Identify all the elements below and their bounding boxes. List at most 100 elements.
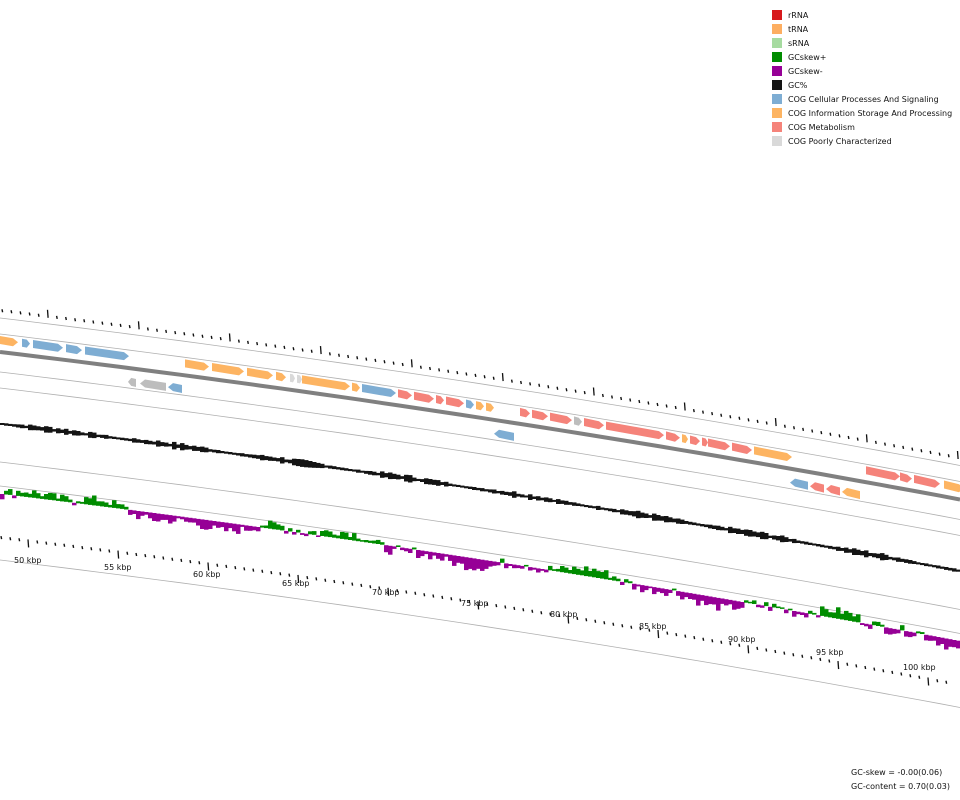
- gc-content-bar: [896, 557, 901, 562]
- gc-skew-negative-bar: [160, 514, 165, 520]
- gc-content-bar: [784, 537, 789, 542]
- gc-skew-positive-bar: [872, 621, 877, 626]
- gc-skew-positive-bar: [40, 496, 45, 499]
- gc-skew-positive-bar: [628, 581, 633, 584]
- outer-tick-mark: [774, 418, 777, 427]
- gc-skew-positive-bar: [36, 493, 41, 499]
- outer-tick-mark: [611, 395, 613, 399]
- gc-content-bar: [8, 423, 13, 426]
- gc-content-bar: [152, 441, 157, 445]
- inner-tick-mark: [513, 606, 516, 611]
- gc-skew-positive-bar: [608, 577, 613, 580]
- gc-content-bar: [52, 429, 57, 432]
- tick-label-65: 65 kbp: [282, 579, 310, 588]
- gc-content-bar: [792, 538, 797, 544]
- inner-tick-mark: [684, 634, 687, 638]
- gc-skew-negative-bar: [0, 494, 5, 500]
- gc-skew-positive-bar: [396, 545, 401, 547]
- outer-tick-mark: [538, 383, 541, 387]
- gc-skew-negative-bar: [72, 502, 77, 506]
- inner-tick-mark: [45, 541, 48, 545]
- gc-content-bar: [740, 529, 745, 534]
- gc-skew-negative-bar: [140, 511, 145, 516]
- gene-arrow: [574, 416, 582, 426]
- gc-content-bar: [284, 459, 289, 463]
- outer-tick-mark: [256, 341, 259, 346]
- inner-tick-mark: [477, 601, 480, 610]
- outer-tick-mark: [583, 390, 586, 395]
- gc-content-track: [0, 423, 960, 572]
- inner-tick-mark: [702, 637, 705, 641]
- gc-content-bar: [104, 434, 109, 439]
- inner-tick-mark: [432, 594, 435, 598]
- legend-item-cog-metabolism: COG Metabolism: [772, 120, 952, 134]
- gc-skew-negative-bar: [688, 593, 693, 599]
- sequence-statistics: GC-skew = -0.00(0.06) GC-content = 0.70(…: [851, 766, 950, 794]
- outer-tick-mark: [92, 320, 95, 324]
- gc-skew-negative-bar: [444, 554, 449, 557]
- gc-skew-positive-bar: [356, 538, 361, 542]
- gc-content-bar: [348, 469, 353, 472]
- gene-arrow: [486, 402, 494, 412]
- legend-swatch: [772, 108, 782, 118]
- gc-skew-positive-bar: [32, 490, 37, 498]
- outer-tick-mark: [183, 332, 186, 336]
- gene-arrow: [790, 478, 808, 490]
- gc-content-bar: [548, 498, 553, 503]
- tick-label-55: 55 kbp: [104, 563, 132, 572]
- gc-skew-positive-bar: [360, 540, 365, 542]
- gc-content-bar: [156, 440, 161, 447]
- outer-tick-mark: [310, 349, 313, 353]
- gc-skew-negative-bar: [284, 530, 289, 534]
- gc-skew-negative-bar: [504, 563, 509, 569]
- gc-skew-negative-bar: [520, 565, 525, 569]
- inner-tick-mark: [90, 547, 93, 551]
- gc-skew-negative-bar: [132, 510, 137, 514]
- gc-skew-positive-bar: [120, 504, 125, 509]
- gc-skew-negative-bar: [696, 594, 701, 606]
- gene-arrow: [212, 363, 244, 376]
- gc-content-bar: [288, 459, 293, 464]
- gc-skew-negative-bar: [12, 495, 17, 499]
- gc-content-bar: [444, 481, 449, 487]
- legend-swatch: [772, 66, 782, 76]
- gc-content-bar: [552, 499, 557, 502]
- outer-tick-mark: [228, 333, 231, 342]
- gc-skew-positive-bar: [340, 531, 345, 539]
- gc-skew-positive-bar: [124, 506, 129, 510]
- inner-tick-mark: [63, 543, 66, 547]
- gc-content-bar: [436, 480, 441, 486]
- gc-skew-negative-bar: [416, 550, 421, 558]
- gc-skew-positive-bar: [288, 528, 293, 532]
- gc-skew-positive-bar: [68, 499, 73, 503]
- gc-content-bar: [12, 424, 17, 427]
- gene-arrow: [414, 391, 434, 403]
- gc-content-bar: [816, 544, 821, 547]
- gc-skew-positive-bar: [752, 600, 757, 604]
- gc-content-bar: [420, 479, 425, 482]
- gc-content-bar: [808, 542, 813, 545]
- inner-tick-mark: [351, 582, 354, 586]
- legend-label: COG Information Storage And Processing: [788, 108, 953, 118]
- gc-content-bar: [80, 432, 85, 436]
- gc-content-bar: [560, 500, 565, 504]
- gc-content-bar: [280, 457, 285, 464]
- gc-content-bar: [96, 434, 101, 438]
- gc-skew-negative-bar: [540, 569, 545, 571]
- outer-tick-mark: [419, 365, 422, 369]
- gc-content-bar: [648, 515, 653, 518]
- inner-tick-mark: [270, 570, 273, 575]
- gc-skew-negative-bar: [796, 611, 801, 615]
- gc-content-bar: [696, 523, 701, 526]
- gc-skew-positive-bar: [812, 612, 817, 615]
- inner-tick-mark: [747, 645, 750, 654]
- gc-content-bar: [356, 469, 361, 473]
- gc-skew-positive-bar: [500, 558, 505, 563]
- gc-content-bar: [500, 490, 505, 495]
- outer-tick-mark: [574, 389, 577, 393]
- inner-tick-mark: [225, 564, 228, 569]
- inner-tick-mark: [882, 669, 885, 673]
- inner-tick-mark: [837, 661, 840, 670]
- gc-skew-negative-bar: [668, 589, 673, 593]
- gc-content-bar: [732, 528, 737, 533]
